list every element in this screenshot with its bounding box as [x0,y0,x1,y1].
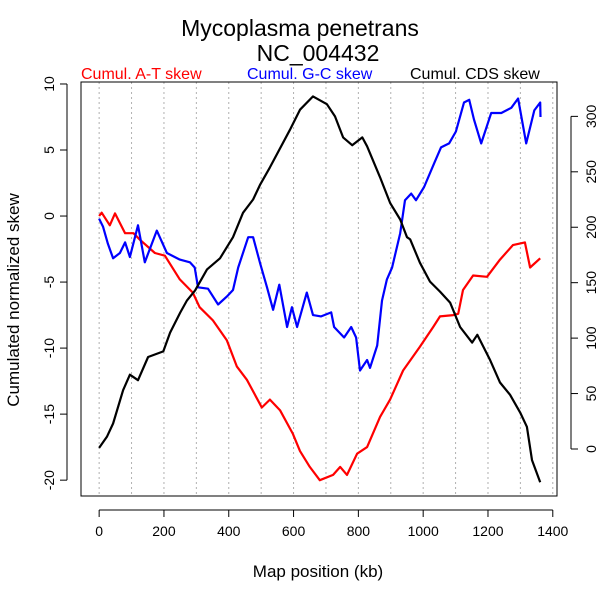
x-tick-label: 800 [347,523,371,539]
x-tick-label: 600 [282,523,306,539]
legend-cds-skew: Cumul. CDS skew [410,66,540,83]
x-tick-label: 1400 [537,523,568,539]
legend-at-skew: Cumul. A-T skew [81,66,202,83]
chart-title: Mycoplasma penetrans [181,15,419,41]
chart-subtitle: NC_004432 [257,40,380,66]
axes: 0 200 400 600 800 1000 1200 1400-20-15-10-50510… [41,76,599,539]
y2-tick-label: 0 [583,445,599,453]
y2-tick-label: 150 [583,271,599,295]
x-tick-label: 0 [95,523,103,539]
y-axis-label: Cumulated normalized skew [4,193,23,407]
x-axis-label: Map position (kb) [253,562,383,581]
y-tick-label: -10 [41,338,57,358]
y2-tick-label: 200 [583,215,599,239]
cds-skew-line [98,95,542,483]
gc-skew-line [98,97,542,372]
series-lines [98,95,542,483]
y-tick-label: 10 [41,76,57,92]
y-tick-label: 5 [41,146,57,154]
x-tick-label: 200 [152,523,176,539]
y2-tick-label: 50 [583,386,599,402]
y-tick-label: -15 [41,404,57,424]
plot-frame [80,81,558,497]
x-tick-label: 400 [217,523,241,539]
y-tick-label: 0 [41,212,57,220]
y-tick-label: -5 [41,276,57,289]
x-tick-label: 1200 [472,523,503,539]
at-skew-line [98,211,541,482]
y-tick-label: -20 [41,470,57,490]
x-tick-label: 1000 [408,523,439,539]
y2-tick-label: 250 [583,160,599,184]
gridlines [98,82,554,496]
y2-tick-label: 100 [583,326,599,350]
legend-gc-skew: Cumul. G-C skew [247,66,373,83]
y2-tick-label: 300 [583,104,599,128]
